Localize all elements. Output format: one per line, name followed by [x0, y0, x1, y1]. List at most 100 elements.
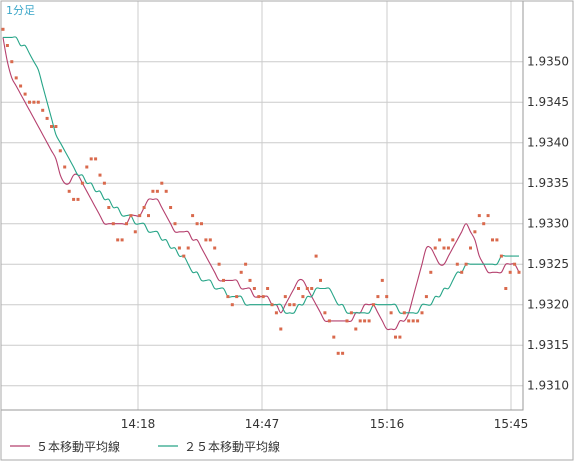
- price-point: [239, 270, 243, 274]
- price-point: [98, 173, 102, 177]
- price-point: [14, 76, 18, 80]
- price-point: [389, 311, 393, 315]
- price-point: [257, 295, 261, 299]
- price-point: [266, 287, 270, 290]
- price-point: [477, 214, 481, 218]
- price-point: [367, 319, 371, 323]
- price-point: [116, 238, 120, 242]
- price-point: [376, 295, 380, 299]
- y-tick-label: 1.9345: [527, 95, 569, 109]
- price-point: [380, 278, 384, 282]
- price-point: [301, 295, 305, 299]
- price-point: [129, 214, 133, 218]
- price-point: [72, 197, 76, 201]
- price-point: [85, 165, 89, 169]
- price-point: [469, 246, 472, 250]
- price-point: [323, 311, 327, 315]
- y-tick-label: 1.9315: [527, 338, 569, 352]
- price-point: [446, 246, 450, 250]
- price-point: [102, 181, 106, 185]
- price-point: [451, 238, 455, 242]
- price-point: [155, 189, 159, 193]
- price-point: [164, 189, 168, 193]
- y-tick-label: 1.9350: [527, 55, 569, 69]
- price-point: [1, 27, 5, 31]
- price-point: [473, 230, 477, 234]
- price-point: [248, 278, 252, 282]
- price-point: [336, 351, 340, 355]
- price-point: [464, 262, 468, 266]
- price-point: [345, 319, 349, 323]
- price-point: [420, 311, 424, 315]
- price-point: [186, 246, 190, 250]
- price-point: [23, 92, 27, 96]
- price-point: [270, 303, 274, 307]
- price-point: [107, 206, 111, 209]
- price-point: [372, 303, 375, 307]
- price-point: [230, 303, 234, 307]
- price-point: [80, 181, 84, 185]
- y-tick-label: 1.9325: [527, 257, 569, 271]
- price-point: [54, 125, 58, 128]
- ma25-line: [3, 36, 519, 314]
- price-point: [314, 254, 318, 258]
- price-point: [204, 238, 208, 242]
- x-tick-label: 15:45: [494, 417, 529, 431]
- price-point: [67, 189, 71, 193]
- price-point: [398, 335, 402, 339]
- price-point: [429, 270, 433, 274]
- price-point: [438, 238, 442, 242]
- price-point: [28, 100, 31, 104]
- price-point: [297, 287, 300, 290]
- legend: ５本移動平均線 ２５本移動平均線: [10, 439, 280, 454]
- price-point: [292, 303, 296, 307]
- price-point: [133, 230, 137, 234]
- y-axis-labels: 1.9310 1.9315 1.9320 1.9325 1.9330 1.9335 1.93…: [527, 55, 569, 393]
- price-point: [508, 270, 512, 274]
- price-point: [217, 262, 221, 266]
- price-point: [151, 189, 155, 193]
- price-point: [407, 319, 411, 323]
- price-point: [208, 238, 212, 242]
- price-point: [411, 319, 415, 323]
- x-axis-labels: 14:18 14:47 15:16 15:45: [121, 417, 529, 431]
- price-point: [94, 157, 98, 161]
- price-point: [455, 262, 459, 266]
- price-point: [274, 311, 278, 315]
- price-point: [433, 246, 437, 250]
- price-point: [319, 278, 322, 282]
- price-point: [499, 254, 503, 258]
- price-point: [424, 295, 428, 299]
- price-point: [341, 351, 345, 355]
- price-point: [460, 270, 464, 274]
- price-point: [120, 238, 124, 242]
- price-point: [332, 335, 336, 339]
- price-point: [363, 319, 367, 323]
- legend-label-ma25: ２５本移動平均線: [184, 439, 280, 454]
- price-point: [288, 303, 292, 307]
- price-point: [385, 295, 389, 299]
- y-tick-label: 1.9335: [527, 176, 569, 190]
- price-point: [261, 295, 265, 299]
- price-point: [358, 319, 362, 323]
- price-point: [442, 246, 446, 250]
- price-point: [41, 108, 45, 112]
- price-point: [160, 181, 164, 185]
- price-point: [58, 149, 62, 153]
- price-point: [5, 44, 9, 47]
- price-point: [200, 222, 203, 226]
- x-tick-label: 15:16: [370, 417, 405, 431]
- price-point: [142, 206, 146, 209]
- price-points: [1, 27, 521, 355]
- x-tick-label: 14:18: [121, 417, 156, 431]
- price-point: [235, 295, 239, 299]
- price-point: [36, 100, 40, 104]
- price-point: [45, 116, 49, 120]
- price-point: [63, 165, 67, 169]
- y-tick-label: 1.9320: [527, 298, 569, 312]
- price-point: [495, 238, 499, 242]
- price-point: [10, 60, 14, 64]
